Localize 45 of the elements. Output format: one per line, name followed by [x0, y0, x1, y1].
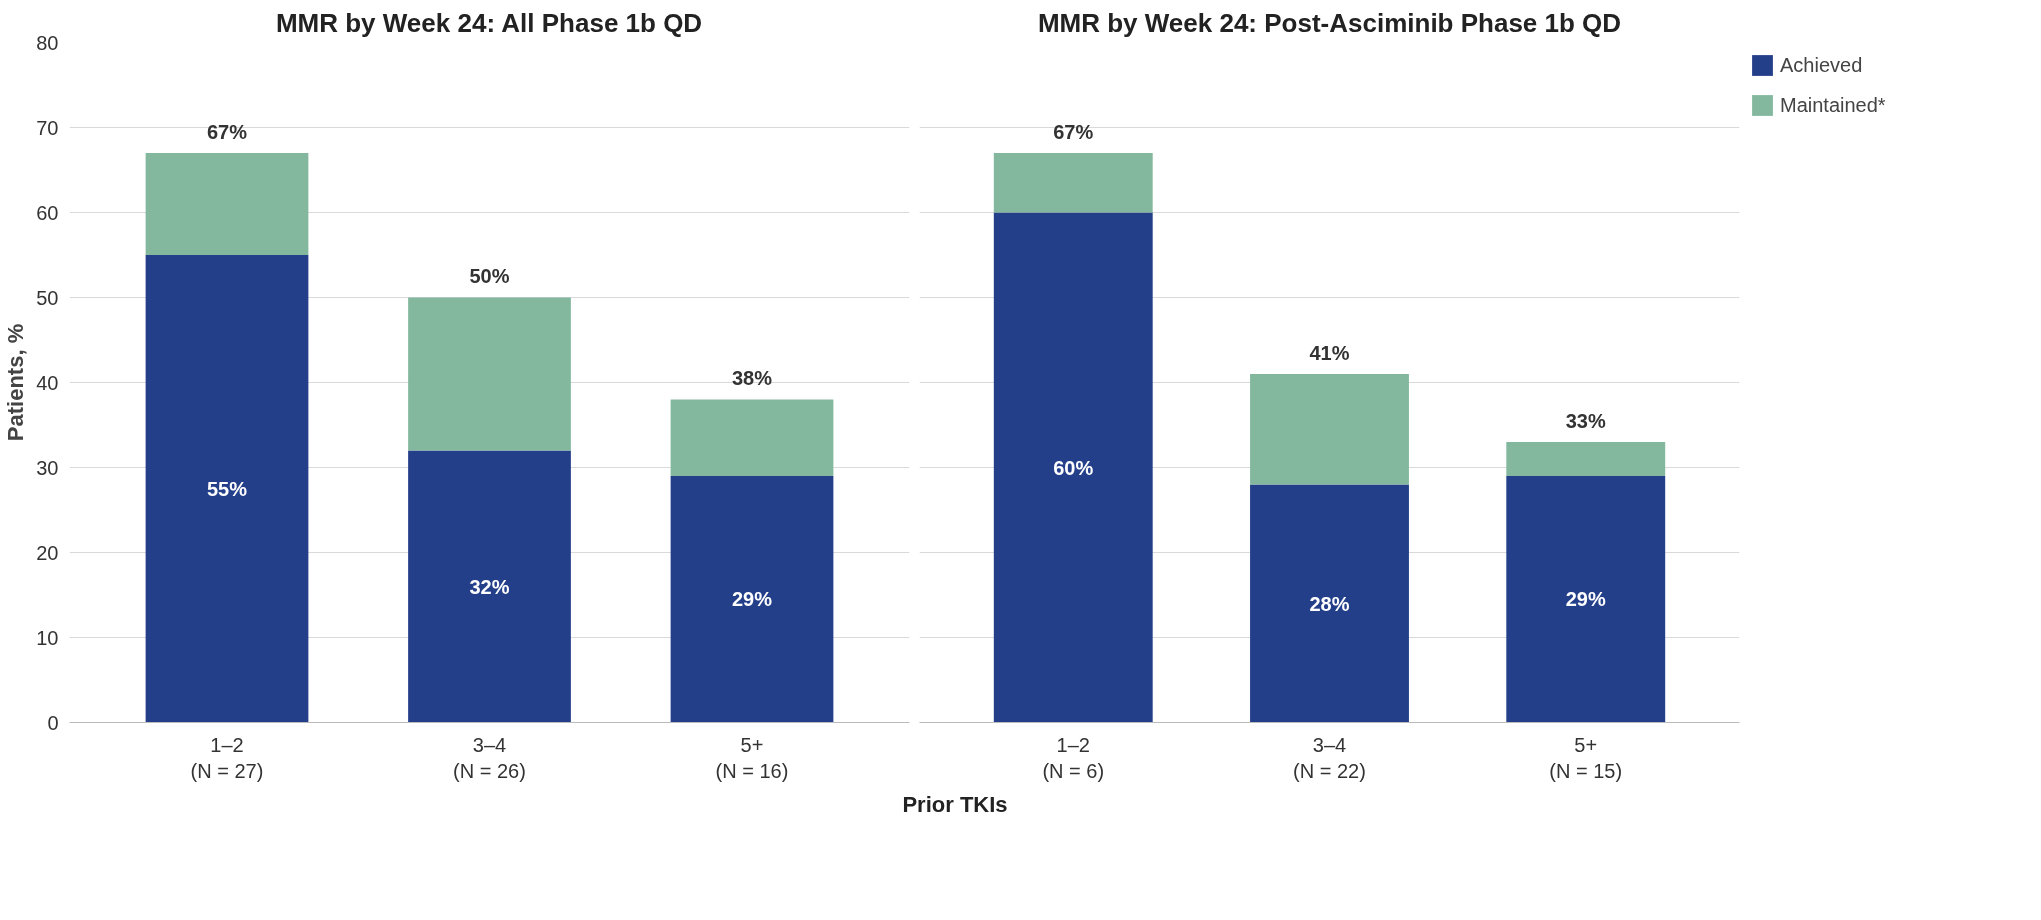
bar: [1250, 484, 1409, 723]
legend-label: Maintained*: [1780, 93, 1886, 117]
y-tick-label: 10: [36, 626, 59, 649]
x-tick-label: 3–4 (N = 26): [453, 733, 526, 782]
y-tick-label: 50: [36, 286, 59, 309]
bar: [993, 212, 1153, 723]
x-tick-label: 3–4 (N = 22): [1293, 733, 1366, 782]
x-tick-label: 5+ (N = 16): [715, 733, 789, 782]
bar: [408, 297, 571, 451]
bar: [1506, 442, 1666, 476]
chart-title: MMR by Week 24: Post-Asciminib Phase 1b QD: [1037, 7, 1622, 38]
bar: [408, 450, 571, 723]
total-label: 33%: [1565, 409, 1606, 432]
legend-label: Achieved: [1780, 53, 1863, 77]
data-label: 29%: [731, 588, 773, 611]
total-label: 50%: [469, 265, 510, 288]
data-label: 32%: [469, 575, 510, 598]
y-tick-label: 0: [47, 711, 59, 734]
total-label: 38%: [731, 367, 773, 390]
y-axis-title: Patients, %: [3, 323, 29, 442]
bar: [145, 255, 309, 723]
data-label: 60%: [1053, 456, 1094, 479]
x-tick-label: 1–2 (N = 6): [1042, 733, 1105, 782]
data-label: 28%: [1309, 592, 1350, 615]
bar: [670, 399, 834, 476]
bar: [993, 153, 1153, 213]
total-label: 67%: [1053, 120, 1094, 143]
x-tick-label: 1–2 (N = 27): [190, 733, 264, 782]
data-label: 55%: [206, 477, 248, 500]
y-tick-label: 80: [36, 31, 59, 54]
total-label: 67%: [206, 120, 248, 143]
x-axis-title: Prior TKIs: [902, 791, 1008, 819]
data-label: 29%: [1565, 588, 1606, 611]
y-tick-label: 60: [36, 201, 59, 224]
total-label: 41%: [1309, 341, 1350, 364]
y-tick-label: 30: [36, 456, 59, 479]
y-tick-label: 40: [36, 371, 59, 394]
chart-title: MMR by Week 24: All Phase 1b QD: [275, 7, 703, 38]
y-tick-label: 70: [36, 116, 59, 139]
bar: [1506, 476, 1666, 723]
bar: [670, 476, 834, 723]
x-tick-label: 5+ (N = 15): [1549, 733, 1623, 782]
y-tick-label: 20: [36, 541, 59, 564]
bar: [145, 153, 309, 255]
bar: [1250, 374, 1409, 485]
